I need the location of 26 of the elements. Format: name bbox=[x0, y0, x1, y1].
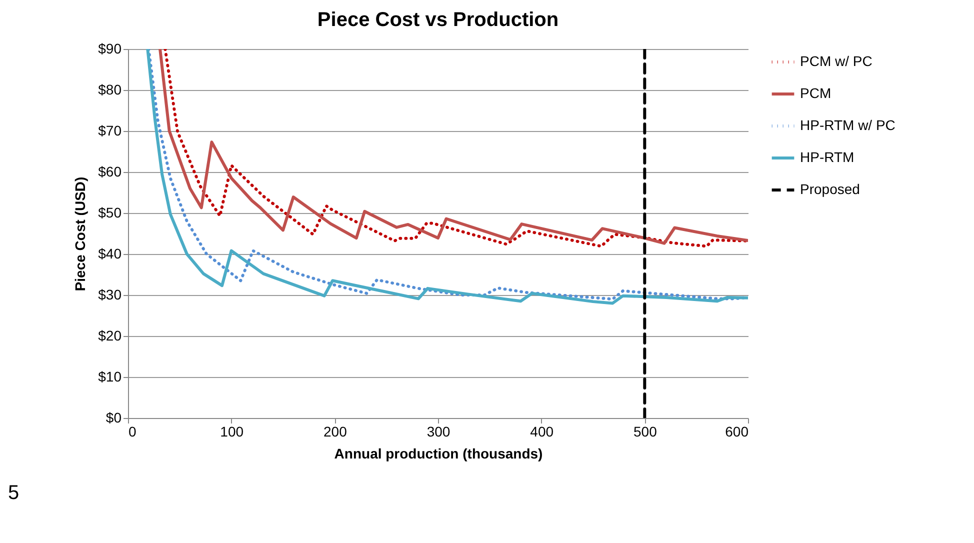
x-tick-label: 300 bbox=[426, 424, 450, 440]
y-tick-label: $30 bbox=[98, 286, 122, 302]
x-tick-label: 500 bbox=[633, 424, 658, 440]
legend-label: PCM bbox=[800, 85, 832, 101]
y-tick-label: $10 bbox=[98, 368, 122, 384]
y-tick-label: $80 bbox=[98, 82, 122, 98]
legend-label: Proposed bbox=[800, 181, 860, 197]
y-tick-label: $0 bbox=[106, 410, 122, 426]
x-axis-title: Annual production (thousands) bbox=[334, 446, 543, 462]
legend-label: HP-RTM w/ PC bbox=[800, 117, 896, 133]
y-tick-label: $40 bbox=[98, 246, 122, 262]
y-tick-label: $60 bbox=[98, 164, 122, 180]
legend-label: HP-RTM bbox=[800, 149, 854, 165]
chart-title: Piece Cost vs Production bbox=[317, 9, 559, 31]
x-tick-label: 100 bbox=[220, 424, 244, 440]
y-tick-label: $20 bbox=[98, 328, 122, 344]
y-axis-title: Piece Cost (USD) bbox=[72, 176, 88, 292]
y-tick-label: $70 bbox=[98, 122, 122, 138]
y-tick-label: $50 bbox=[98, 204, 122, 220]
x-tick-label: 400 bbox=[530, 424, 554, 440]
text: 5 bbox=[8, 482, 20, 504]
y-tick-label: $90 bbox=[98, 40, 122, 56]
legend-label: PCM w/ PC bbox=[800, 53, 872, 69]
x-tick-label: 0 bbox=[128, 424, 136, 440]
x-tick-label: 200 bbox=[323, 424, 348, 440]
x-tick-label: 600 bbox=[725, 424, 749, 440]
